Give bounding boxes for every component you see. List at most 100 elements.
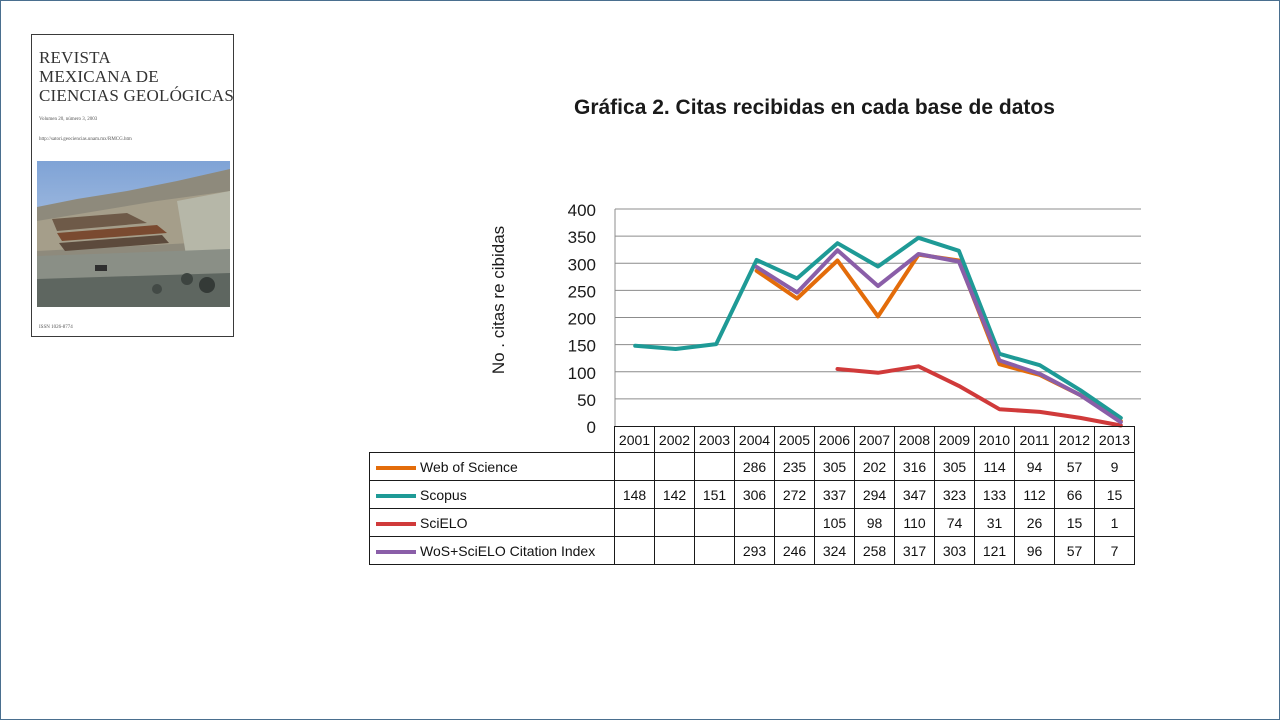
- table-corner: [370, 427, 615, 453]
- y-tick-label: 200: [568, 310, 596, 329]
- legend-label: WoS+SciELO Citation Index: [420, 542, 596, 559]
- legend-swatch: [376, 549, 416, 554]
- x-tick-label: 2008: [894, 426, 935, 453]
- data-label: 148: [614, 480, 655, 509]
- x-tick-label: 2001: [614, 426, 655, 453]
- table-row: WoS+SciELO Citation Index 293 246 324 258 317…: [369, 536, 1135, 565]
- legend-label: Scopus: [420, 486, 467, 503]
- data-label: 235: [774, 452, 815, 481]
- data-label: [694, 536, 735, 565]
- data-label: 323: [934, 480, 975, 509]
- x-tick-label: 2007: [854, 426, 895, 453]
- chart-title: Gráfica 2. Citas recibidas en cada base …: [574, 96, 1055, 119]
- data-label: 105: [814, 508, 855, 537]
- data-label: [654, 536, 695, 565]
- data-label: [614, 452, 655, 481]
- cover-volume: Volumen 20, número 3, 2003: [39, 117, 98, 122]
- y-tick-label: 150: [568, 337, 596, 356]
- data-label: 246: [774, 536, 815, 565]
- legend-swatch: [376, 493, 416, 498]
- data-label: 7: [1094, 536, 1135, 565]
- data-table: 2001 2002 2003 2004 2005 2006 2007 2008 2009 2010…: [369, 426, 1135, 565]
- data-label: 9: [1094, 452, 1135, 481]
- x-tick-label: 2006: [814, 426, 855, 453]
- legend-swatch: [376, 521, 416, 526]
- cover-title-line: MEXICANA DE: [39, 67, 159, 86]
- data-label: [694, 508, 735, 537]
- data-label: 258: [854, 536, 895, 565]
- x-tick-label: 2003: [694, 426, 735, 453]
- data-label: 114: [974, 452, 1015, 481]
- data-label: 305: [814, 452, 855, 481]
- x-tick-label: 2004: [734, 426, 775, 453]
- data-label: 337: [814, 480, 855, 509]
- y-tick-label: 350: [568, 228, 596, 247]
- cover-url: http://satori.geociencias.unam.mx/RMCG.h…: [39, 137, 132, 142]
- data-label: 305: [934, 452, 975, 481]
- data-label: 286: [734, 452, 775, 481]
- legend-swatch: [376, 465, 416, 470]
- data-label: 293: [734, 536, 775, 565]
- data-label: 15: [1054, 508, 1095, 537]
- table-row: Scopus 148 142 151 306 272 337 294 347 323 133 112 6…: [369, 480, 1135, 509]
- data-label: 294: [854, 480, 895, 509]
- series-line: [835, 364, 1123, 428]
- x-tick-label: 2011: [1014, 426, 1055, 453]
- data-label: [614, 536, 655, 565]
- legend-entry: SciELO: [369, 508, 615, 537]
- y-tick-label: 300: [568, 255, 596, 274]
- legend-label: SciELO: [420, 514, 468, 531]
- x-tick-label: 2002: [654, 426, 695, 453]
- data-label: [694, 452, 735, 481]
- table-row: Web of Science 286 235 305 202 316 305 114 94 57 9: [369, 452, 1135, 481]
- y-tick-label: 50: [577, 391, 596, 410]
- cover-issn: ISSN 1026-8774: [39, 325, 73, 330]
- table-header-row: 2001 2002 2003 2004 2005 2006 2007 2008 2009 2010…: [370, 426, 1135, 453]
- data-label: 306: [734, 480, 775, 509]
- x-tick-label: 2013: [1094, 426, 1135, 453]
- y-tick-label: 0: [587, 418, 596, 437]
- data-label: 110: [894, 508, 935, 537]
- data-label: 74: [934, 508, 975, 537]
- x-tick-label: 2005: [774, 426, 815, 453]
- data-label: [654, 452, 695, 481]
- data-label: 1: [1094, 508, 1135, 537]
- data-label: 94: [1014, 452, 1055, 481]
- journal-cover: REVISTA MEXICANA DE CIENCIAS GEOLÓGICAS …: [31, 34, 234, 337]
- y-tick-label: 250: [568, 282, 596, 301]
- data-label: 347: [894, 480, 935, 509]
- legend-entry: Scopus: [369, 480, 615, 509]
- series-line: [754, 248, 1123, 425]
- data-label: 98: [854, 508, 895, 537]
- data-label: 112: [1014, 480, 1055, 509]
- data-label: 316: [894, 452, 935, 481]
- legend-entry: Web of Science: [369, 452, 615, 481]
- data-label: 26: [1014, 508, 1055, 537]
- x-tick-label: 2012: [1054, 426, 1095, 453]
- x-tick-label: 2010: [974, 426, 1015, 453]
- cover-title-line: REVISTA: [39, 48, 111, 67]
- cover-title-line: CIENCIAS GEOLÓGICAS: [39, 86, 235, 105]
- x-tick-label: 2009: [934, 426, 975, 453]
- data-label: 133: [974, 480, 1015, 509]
- data-label: 96: [1014, 536, 1055, 565]
- data-label: 31: [974, 508, 1015, 537]
- data-label: 142: [654, 480, 695, 509]
- data-label: 121: [974, 536, 1015, 565]
- y-tick-label: 400: [568, 201, 596, 220]
- data-label: 317: [894, 536, 935, 565]
- data-label: 303: [934, 536, 975, 565]
- series-line: [633, 235, 1123, 420]
- data-label: [614, 508, 655, 537]
- cover-photo: [37, 161, 230, 307]
- data-label: [774, 508, 815, 537]
- data-label: 151: [694, 480, 735, 509]
- table-row: SciELO 105 98 110 74 31 26 15 1: [369, 508, 1135, 537]
- data-label: 57: [1054, 536, 1095, 565]
- legend-label: Web of Science: [420, 458, 518, 475]
- legend-entry: WoS+SciELO Citation Index: [369, 536, 615, 565]
- data-label: 15: [1094, 480, 1135, 509]
- data-label: 272: [774, 480, 815, 509]
- data-label: 202: [854, 452, 895, 481]
